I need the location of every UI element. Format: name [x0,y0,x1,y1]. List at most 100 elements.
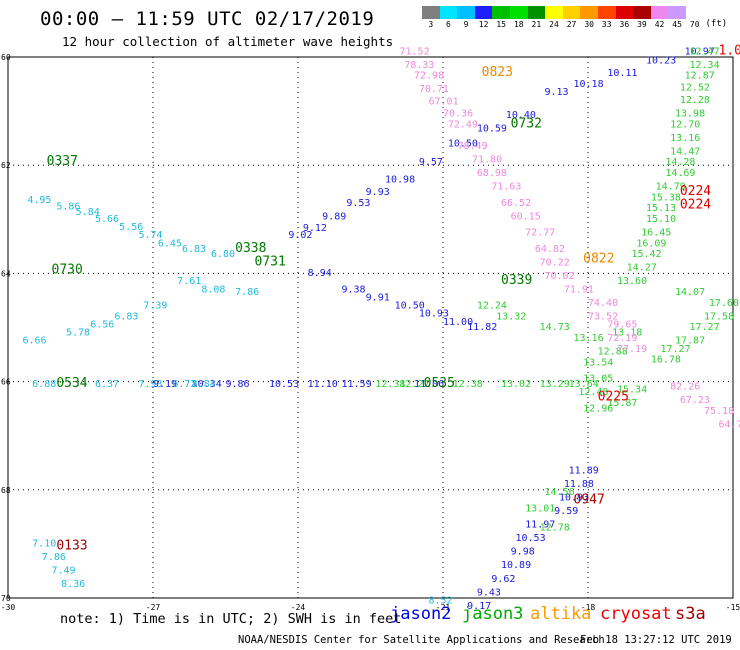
pass-time-label: 0225 [598,390,629,405]
wave-height-value: 13.32 [496,311,526,322]
wave-height-value: 14.73 [540,322,570,333]
wave-height-value: 71.63 [491,182,521,193]
pass-time-label: 0337 [47,154,78,169]
legend-bin: 70 [685,6,704,30]
wave-height-value: 7.86 [42,552,66,563]
wave-height-value: 66.52 [501,198,531,209]
wave-height-value: 12.38 [453,379,483,390]
wave-height-value: 82.26 [670,382,700,393]
lat-tick-label: 70 [1,594,11,603]
wave-height-value: 9.86 [226,379,250,390]
wave-height-value: 10.23 [646,55,676,66]
lat-tick-label: 66 [1,378,11,387]
wave-height-value: 13.01 [525,503,555,514]
wave-height-value: 75.18 [704,406,734,417]
legend-label: 15 [496,20,506,29]
pass-time-label: 0947 [574,492,605,507]
wave-height-value: 13.18 [612,328,642,339]
wave-height-value: 9.98 [511,547,535,558]
wave-height-value: 5.86 [56,202,80,213]
wave-height-value: 74.40 [588,298,618,309]
legend-swatch [457,6,475,19]
wave-height-value: 10.98 [385,175,415,186]
wave-height-value: 9.57 [419,157,443,168]
wave-height-value: 14.07 [675,287,705,298]
pass-time-label: 0731 [255,254,286,269]
pass-time-label: 0338 [235,241,266,256]
wave-height-value: 72.98 [414,71,444,82]
legend-label: 27 [566,20,577,29]
wave-height-value: 12.96 [583,403,613,414]
legend-swatch [650,6,669,19]
wave-height-value: 10.53 [269,379,299,390]
legend-bin: 9 [457,6,475,30]
lat-tick-label: 62 [1,161,11,170]
chart-subtitle: 12 hour collection of altimeter wave hei… [62,34,394,49]
wave-height-value: 73.52 [588,311,618,322]
lon-tick-label: -18 [581,603,596,612]
wave-height-value: 6.66 [23,336,47,347]
chart-title: 00:00 — 11:59 UTC 02/17/2019 [40,8,375,30]
legend-swatch [633,6,651,19]
wave-height-value: 13.02 [501,379,531,390]
legend-bin: 42 [650,6,669,30]
wave-height-value: 10.18 [574,79,604,90]
wave-height-value: 12.48 [578,387,608,398]
wave-height-value: 14.28 [665,157,695,168]
pass-time-label: 0823 [482,65,513,80]
lon-tick-label: -30 [1,603,16,612]
legend-label: 12 [478,20,489,29]
wave-height-value: 7.93 [139,379,163,390]
wave-height-value: 5.74 [139,230,163,241]
pass-time-label: 1.02 [719,43,740,58]
map-frame [7,56,734,599]
wave-height-value: 6.56 [90,320,114,331]
wave-height-value: 15.34 [617,384,647,395]
wave-height-value: 11.10 [308,379,338,390]
legend-bin: 33 [597,6,616,30]
wave-height-value: 10.53 [516,533,546,544]
wave-height-value: 7.61 [177,276,201,287]
wave-height-value: 11.06 [414,379,444,390]
legend-swatch [422,6,440,19]
wave-height-value: 9.59 [554,506,578,517]
wave-height-value: 10.50 [448,138,478,149]
legend-swatch [527,6,546,19]
wave-height-value: 9.91 [366,292,390,303]
legend-label: 9 [463,20,469,29]
legend-label: 18 [513,20,524,29]
wave-height-value: 17.60 [709,298,739,309]
legend-swatch [509,6,528,19]
wave-height-value: 16.78 [651,355,681,366]
legend-bin: 36 [615,6,634,30]
legend-swatch [597,6,616,19]
legend-bin: 21 [527,6,546,30]
wave-height-value: 5.84 [76,207,100,218]
legend-bin: 6 [439,6,458,30]
pass-time-label: 0224 [680,197,711,212]
lon-tick-label: -15 [726,603,740,612]
wave-height-value: 15.42 [632,249,662,260]
wave-height-value: 6.37 [95,379,119,390]
lat-tick-label: 60 [1,53,11,62]
legend-label: 6 [445,20,451,29]
legend-swatch [562,6,581,19]
wave-height-value: 13.54 [583,357,613,368]
legend-label: 36 [619,20,630,29]
wave-height-value: 12.87 [685,71,715,82]
wave-height-value: 12.28 [680,95,710,106]
legend-swatch [615,6,634,19]
color-legend: 3 6 9 12 15 18 21 24 27 30 33 36 39 42 45 70 (ft) [422,6,727,30]
wave-height-value: 67.23 [680,395,710,406]
wave-height-value: 10.93 [559,493,589,504]
wave-height-value: 14.47 [670,146,700,157]
wave-height-value: 17.27 [661,344,691,355]
legend-label: 70 [689,20,700,29]
wave-height-value: 12.27 [400,379,430,390]
legend-swatch [492,6,510,19]
wave-height-value: 9.93 [366,187,390,198]
legend-unit: (ft) [705,19,728,29]
wave-height-value: 9.62 [491,574,515,585]
sat-label-altika: altika [530,604,592,624]
